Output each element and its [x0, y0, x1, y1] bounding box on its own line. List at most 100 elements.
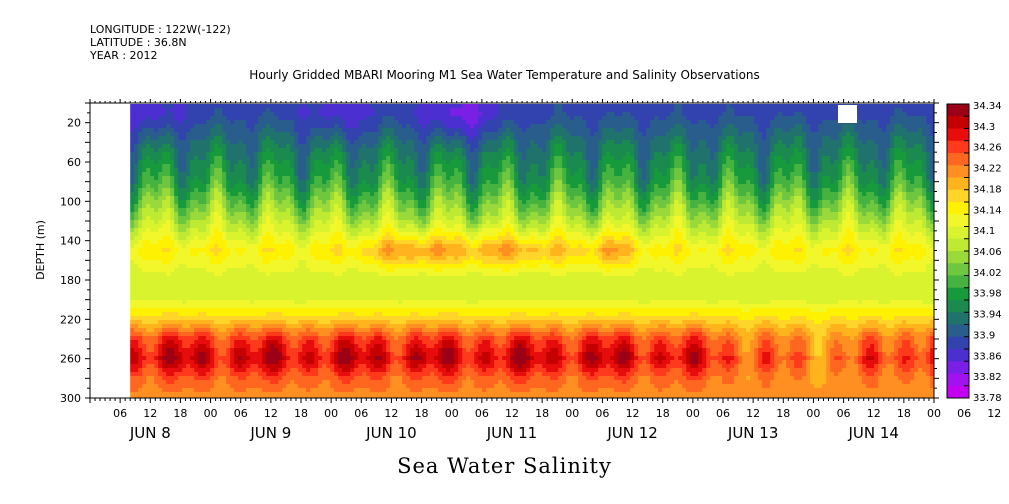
- heatmap-cell: [326, 284, 331, 289]
- heatmap-cell: [282, 124, 287, 129]
- heatmap-cell: [274, 244, 279, 249]
- heatmap-cell: [178, 204, 183, 209]
- heatmap-cell: [310, 148, 315, 153]
- heatmap-cell: [270, 316, 275, 321]
- heatmap-cell: [198, 252, 203, 257]
- heatmap-cell: [362, 296, 367, 301]
- heatmap-cell: [378, 340, 383, 345]
- heatmap-cell: [158, 328, 163, 333]
- heatmap-cell: [286, 380, 291, 385]
- heatmap-cell: [322, 328, 327, 333]
- heatmap-cell: [186, 316, 191, 321]
- heatmap-cell: [182, 356, 187, 361]
- heatmap-cell: [322, 176, 327, 181]
- heatmap-cell: [262, 180, 267, 185]
- heatmap-cell: [338, 224, 343, 229]
- heatmap-cell: [346, 352, 351, 357]
- heatmap-cell: [394, 324, 399, 329]
- heatmap-cell: [394, 304, 399, 309]
- heatmap-cell: [318, 296, 323, 301]
- heatmap-cell: [318, 232, 323, 237]
- heatmap-cell: [322, 192, 327, 197]
- heatmap-cell: [234, 132, 239, 137]
- heatmap-cell: [322, 364, 327, 369]
- heatmap-cell: [250, 224, 255, 229]
- heatmap-cell: [246, 132, 251, 137]
- heatmap-cell: [210, 224, 215, 229]
- heatmap-cell: [150, 312, 155, 317]
- heatmap-cell: [146, 136, 151, 141]
- heatmap-cell: [130, 152, 135, 157]
- heatmap-cell: [302, 296, 307, 301]
- heatmap-cell: [306, 200, 311, 205]
- heatmap-cell: [374, 340, 379, 345]
- heatmap-cell: [322, 136, 327, 141]
- heatmap-cell: [330, 108, 335, 113]
- heatmap-cell: [162, 356, 167, 361]
- heatmap-cell: [174, 120, 179, 125]
- heatmap-cell: [206, 132, 211, 137]
- heatmap-cell: [146, 252, 151, 257]
- heatmap-cell: [282, 120, 287, 125]
- heatmap-cell: [162, 104, 167, 109]
- heatmap-cell: [310, 256, 315, 261]
- heatmap-cell: [258, 364, 263, 369]
- heatmap-cell: [266, 164, 271, 169]
- heatmap-cell: [290, 372, 295, 377]
- heatmap-cell: [322, 196, 327, 201]
- heatmap-cell: [334, 308, 339, 313]
- heatmap-cell: [218, 256, 223, 261]
- heatmap-cell: [154, 288, 159, 293]
- heatmap-cell: [254, 300, 259, 305]
- heatmap-cell: [182, 332, 187, 337]
- heatmap-cell: [150, 156, 155, 161]
- heatmap-cell: [310, 216, 315, 221]
- heatmap-cell: [302, 272, 307, 277]
- heatmap-cell: [258, 208, 263, 213]
- heatmap-cell: [182, 144, 187, 149]
- heatmap-cell: [246, 112, 251, 117]
- heatmap-cell: [286, 120, 291, 125]
- heatmap-cell: [306, 376, 311, 381]
- heatmap-cell: [150, 344, 155, 349]
- heatmap-cell: [290, 336, 295, 341]
- heatmap-cell: [362, 372, 367, 377]
- heatmap-cell: [242, 360, 247, 365]
- heatmap-cell: [382, 200, 387, 205]
- heatmap-cell: [158, 208, 163, 213]
- heatmap-cell: [234, 320, 239, 325]
- heatmap-cell: [262, 124, 267, 129]
- heatmap-cell: [230, 308, 235, 313]
- heatmap-cell: [378, 312, 383, 317]
- heatmap-cell: [334, 224, 339, 229]
- heatmap-cell: [346, 264, 351, 269]
- heatmap-cell: [158, 304, 163, 309]
- heatmap-cell: [214, 392, 219, 397]
- heatmap-cell: [150, 316, 155, 321]
- heatmap-cell: [398, 108, 403, 113]
- heatmap-cell: [362, 268, 367, 273]
- heatmap-cell: [142, 304, 147, 309]
- heatmap-cell: [390, 284, 395, 289]
- heatmap-cell: [370, 260, 375, 265]
- heatmap-cell: [158, 380, 163, 385]
- heatmap-cell: [254, 344, 259, 349]
- heatmap-cell: [306, 236, 311, 241]
- heatmap-cell: [298, 304, 303, 309]
- heatmap-cell: [162, 128, 167, 133]
- heatmap-cell: [242, 220, 247, 225]
- heatmap-cell: [378, 148, 383, 153]
- heatmap-cell: [298, 220, 303, 225]
- heatmap-cell: [318, 392, 323, 397]
- heatmap-cell: [282, 236, 287, 241]
- heatmap-cell: [354, 268, 359, 273]
- heatmap-cell: [278, 164, 283, 169]
- heatmap-cell: [378, 368, 383, 373]
- heatmap-cell: [242, 308, 247, 313]
- heatmap-cell: [354, 108, 359, 113]
- heatmap-cell: [346, 300, 351, 305]
- heatmap-cell: [318, 104, 323, 109]
- heatmap-cell: [282, 112, 287, 117]
- heatmap-cell: [250, 272, 255, 277]
- heatmap-cell: [294, 312, 299, 317]
